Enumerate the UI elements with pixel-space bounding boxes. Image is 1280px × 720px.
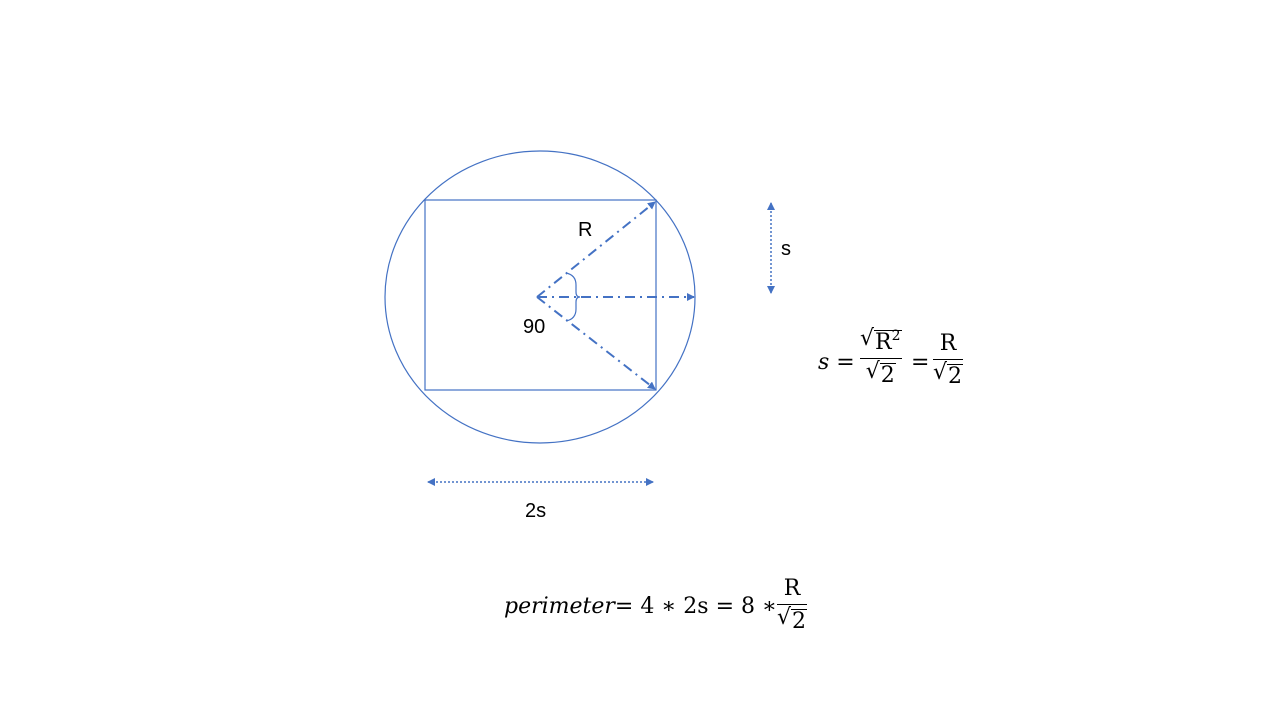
r-variable: R xyxy=(875,330,892,355)
perimeter-eq-part-2: 2s = 8 ∗ xyxy=(676,594,777,619)
sqrt-two: √ 2 xyxy=(777,605,807,634)
radicand: 2 xyxy=(791,609,807,634)
fraction-2-numerator: R xyxy=(940,333,957,355)
side-label: s xyxy=(781,238,791,260)
sqrt-two: √ 2 xyxy=(933,360,963,389)
radical-icon: √ xyxy=(777,605,792,630)
inscribed-square xyxy=(424,199,657,391)
fraction-2-denominator: √ 2 xyxy=(933,360,963,389)
perimeter-fraction: R √ 2 xyxy=(777,578,807,633)
side-equation-fraction-2: R √ 2 xyxy=(933,333,963,388)
side-equation-equals-2: = xyxy=(911,350,930,375)
radius-label: R xyxy=(578,219,593,241)
angle-brace xyxy=(565,272,581,322)
angle-label: 90 xyxy=(523,316,546,338)
perimeter-fraction-bar xyxy=(777,604,807,605)
perimeter-times: ∗ xyxy=(661,594,677,619)
fraction-1-denominator: √ 2 xyxy=(865,359,896,388)
side-equation-equals: = xyxy=(836,350,855,375)
perimeter-word: perimeter xyxy=(504,594,615,619)
perimeter-fraction-numerator: R xyxy=(784,578,801,600)
sqrt-r-squared: √ R2 xyxy=(860,326,902,355)
circumscribed-circle xyxy=(384,150,696,444)
side-equation-fraction-1: √ R2 √ 2 xyxy=(860,326,902,388)
fraction-2-bar xyxy=(933,359,963,360)
radical-icon: √ xyxy=(933,360,948,385)
radicand: 2 xyxy=(879,363,896,388)
sqrt-two: √ 2 xyxy=(865,359,896,388)
exponent: 2 xyxy=(891,328,901,344)
fraction-1-bar xyxy=(860,358,902,359)
perimeter-eq-part-1: = 4 xyxy=(614,594,662,619)
side-equation-lhs: s = xyxy=(818,352,855,374)
perimeter-equation: perimeter= 4 ∗ 2s = 8 ∗ xyxy=(504,596,777,618)
perimeter-fraction-denominator: √ 2 xyxy=(777,605,807,634)
fraction-1-numerator: √ R2 xyxy=(860,326,902,355)
radius-line-lower xyxy=(536,296,656,390)
r-variable: R xyxy=(783,576,801,601)
radical-icon: √ xyxy=(860,326,875,351)
side-equation-variable: s xyxy=(818,350,830,375)
width-label: 2s xyxy=(525,500,547,522)
radical-icon: √ xyxy=(865,359,880,384)
radius-line-upper xyxy=(536,201,656,298)
r-variable: R xyxy=(939,331,957,356)
radicand: 2 xyxy=(947,364,963,389)
